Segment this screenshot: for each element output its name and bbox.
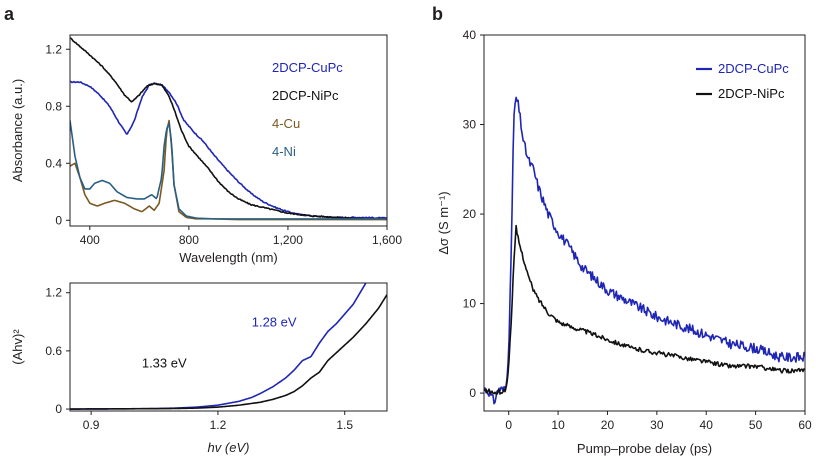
- y-tick-label: 20: [463, 207, 477, 221]
- x-tick-label: 60: [798, 418, 812, 432]
- x-tick-label: 40: [700, 418, 714, 432]
- photoconductivity-series-group: [484, 96, 805, 405]
- x-tick-label: 1,600: [372, 233, 402, 247]
- legend-entry-2dcp-nipc: 2DCP-NiPc: [272, 88, 339, 103]
- photoconductivity-axes-frame: [483, 34, 806, 412]
- y-tick-label: 1.2: [45, 42, 62, 56]
- series-line-2dcp-cupc: [70, 80, 387, 220]
- x-tick-label: 1,200: [273, 233, 303, 247]
- x-tick-label: 1.5: [336, 418, 353, 432]
- legend-entry-2dcp-nipc: 2DCP-NiPc: [718, 86, 785, 101]
- absorbance-chart: 400 800 1,200 1,600 0 0.4 0.8 1.2 Wavelength (nm…: [10, 34, 402, 265]
- y-tick-label: 10: [463, 297, 477, 311]
- annotation-label: 1.33 eV: [142, 355, 187, 370]
- x-tick-label: 20: [601, 418, 615, 432]
- y-axis-label: Δσ (S m⁻¹): [436, 191, 451, 254]
- legend-entry-4-cu: 4-Cu: [272, 116, 300, 131]
- absorbance-axes-frame: [69, 34, 388, 227]
- y-tick-label: 0.6: [45, 344, 62, 358]
- y-tick-label: 40: [463, 28, 477, 42]
- y-tick-label: 0: [55, 213, 62, 227]
- x-tick-label: 0.9: [83, 418, 100, 432]
- series-line-2dcp-nipc: [484, 224, 805, 395]
- series-line-4-ni: [70, 120, 387, 220]
- legend-entry-4-ni: 4-Ni: [272, 144, 296, 159]
- series-line-2dcp-nipc: [70, 294, 387, 410]
- y-tick-label: 30: [463, 118, 477, 132]
- series-line-4-cu: [70, 119, 387, 221]
- series-line-2dcp-nipc: [70, 37, 387, 221]
- legend-entry-2dcp-cupc: 2DCP-CuPc: [718, 61, 789, 76]
- y-axis-label: Absorbance (a.u.): [10, 79, 25, 182]
- y-tick-label: 1.2: [45, 286, 62, 300]
- legend-entry-2dcp-cupc: 2DCP-CuPc: [272, 60, 343, 75]
- x-tick-label: 800: [179, 233, 199, 247]
- y-tick-label: 0: [55, 402, 62, 416]
- tauc-series-group: [70, 283, 387, 410]
- x-tick-label: 400: [80, 233, 100, 247]
- x-axis-label: Wavelength (nm): [179, 250, 278, 265]
- panel-label-a: a: [4, 4, 15, 24]
- x-axis-label: Pump–probe delay (ps): [577, 441, 712, 456]
- series-line-2dcp-cupc: [70, 283, 367, 410]
- panel-label-b: b: [432, 4, 443, 24]
- y-axis-label: (Ahv)²: [10, 329, 25, 365]
- series-line-2dcp-cupc: [484, 96, 805, 405]
- absorbance-series-group: [70, 37, 387, 221]
- annotation-label: 1.28 eV: [252, 315, 297, 330]
- y-tick-label: 0.8: [45, 99, 62, 113]
- x-tick-label: 30: [650, 418, 664, 432]
- x-tick-label: 0: [505, 418, 512, 432]
- x-axis-label: hv (eV): [208, 440, 250, 455]
- tauc-chart: 0.9 1.2 1.5 0 0.6 1.2 hv (eV) (Ahv)² 1.28 eV 1.33…: [10, 282, 388, 455]
- photoconductivity-chart: 0 10 20 30 40 50 60 0 10 20 30 40 Pump–probe delay (…: [436, 28, 812, 456]
- x-tick-label: 10: [551, 418, 565, 432]
- y-tick-label: 0.4: [45, 156, 62, 170]
- x-tick-label: 50: [749, 418, 763, 432]
- y-tick-label: 0: [469, 386, 476, 400]
- x-tick-label: 1.2: [210, 418, 227, 432]
- tauc-axes-frame: [69, 282, 388, 412]
